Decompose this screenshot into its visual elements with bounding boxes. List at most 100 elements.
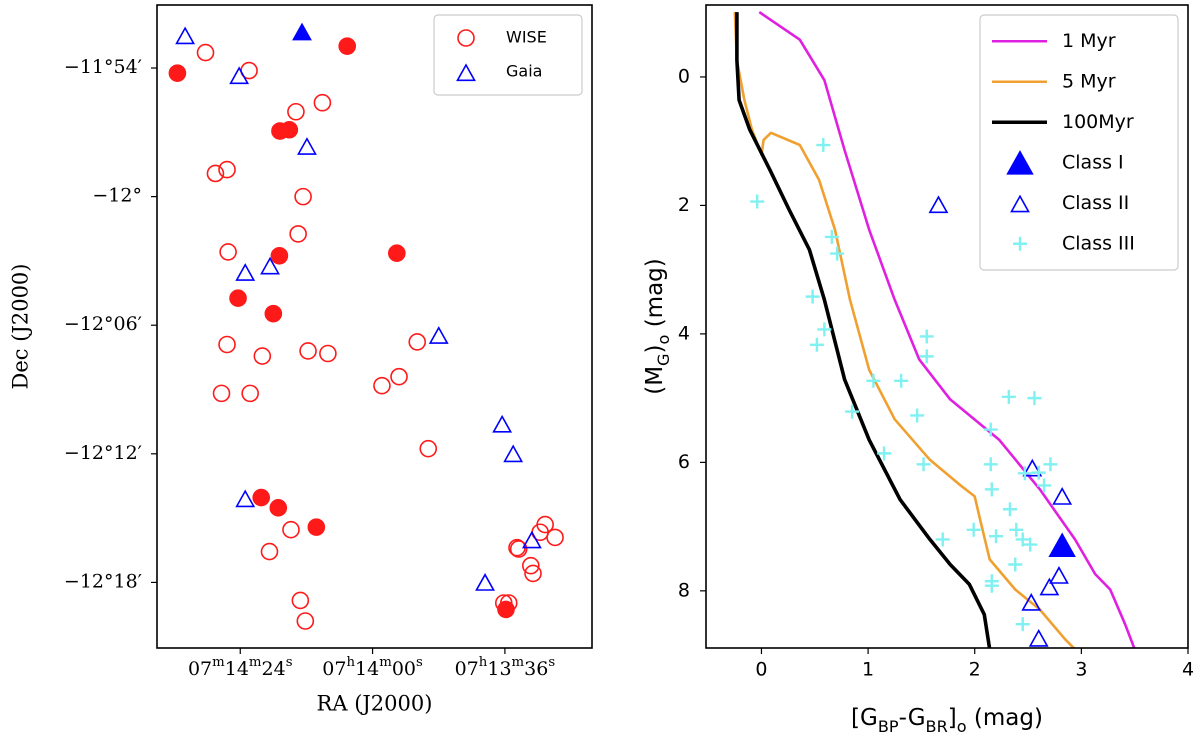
y-axis-label: (MG)o (mag) <box>642 258 674 395</box>
point <box>750 194 765 209</box>
point <box>935 532 950 547</box>
legend-swatch <box>456 63 476 82</box>
point <box>503 444 524 463</box>
point <box>509 540 528 558</box>
label-part: o <box>957 717 967 736</box>
legend-swatch <box>1010 194 1030 213</box>
point <box>1037 478 1052 493</box>
point <box>1049 566 1069 584</box>
point <box>989 529 1004 544</box>
legend-box <box>979 14 1179 271</box>
point <box>212 384 231 403</box>
y-tick-label: 0 <box>678 65 690 87</box>
x-tick-label: 2 <box>969 659 981 681</box>
point <box>497 600 515 619</box>
point <box>260 542 279 561</box>
point <box>1017 466 1032 481</box>
y-tick-label: −12° <box>92 185 142 207</box>
point <box>824 229 839 244</box>
x-axis-label: [GBP-GBR]o (mag) <box>851 705 1043 737</box>
plot-frame <box>705 4 1189 649</box>
point <box>1009 522 1024 537</box>
point <box>866 373 881 388</box>
point <box>299 342 317 360</box>
label-part: (M <box>642 366 668 395</box>
point <box>983 457 998 472</box>
point <box>253 347 272 365</box>
y-tick-label: −12°06′ <box>64 313 142 335</box>
legend-swatch <box>1013 236 1027 251</box>
legend-label: Gaia <box>506 62 542 81</box>
point <box>492 414 513 433</box>
point <box>475 573 495 591</box>
y-tick-label: −11°54′ <box>64 56 142 78</box>
point <box>235 489 256 508</box>
point <box>1039 577 1060 596</box>
legend-label: Class I <box>1062 151 1124 173</box>
point <box>206 164 225 183</box>
point <box>1022 458 1043 477</box>
legend-label: WISE <box>506 28 547 47</box>
point <box>1008 557 1023 572</box>
point <box>196 43 215 62</box>
point <box>280 120 299 139</box>
label-part: -G <box>899 705 926 731</box>
point <box>408 333 427 351</box>
legend: 1 Myr 5 Myr 100Myr Class I Class II Class III <box>979 14 1179 271</box>
legend-label: 1 Myr <box>1062 30 1116 52</box>
legend-swatch <box>1006 150 1034 175</box>
y-tick-label: 2 <box>678 194 690 216</box>
point <box>1001 389 1016 404</box>
y-tick-label: 4 <box>678 322 690 344</box>
point <box>419 439 438 458</box>
point <box>252 488 271 507</box>
y-tick-label: 6 <box>678 451 690 473</box>
point <box>292 22 312 41</box>
point <box>338 37 357 55</box>
label-part: [G <box>851 705 878 731</box>
point <box>218 335 236 354</box>
point <box>307 518 326 536</box>
point <box>916 457 931 472</box>
legend-label: Class III <box>1062 232 1135 254</box>
point <box>522 556 540 575</box>
point <box>1015 532 1030 547</box>
label-part: ) <box>642 344 668 353</box>
point <box>235 263 256 281</box>
point <box>388 244 406 262</box>
plot-frame <box>156 4 593 649</box>
legend: WISE Gaia <box>433 14 583 96</box>
isochrone-line <box>758 11 1136 648</box>
point <box>805 289 820 304</box>
point <box>1023 537 1038 552</box>
x-axis-label: RA (J2000) <box>317 692 433 716</box>
x-tick-label: 07h14m00s <box>322 655 423 680</box>
point <box>269 499 288 517</box>
point <box>983 422 998 437</box>
point <box>313 93 332 112</box>
x-tick-label: 3 <box>1075 659 1087 681</box>
legend-label: 100Myr <box>1062 111 1134 133</box>
point <box>260 256 280 275</box>
x-tick-label: 1 <box>862 659 874 681</box>
label-part: G <box>654 353 673 365</box>
x-tick-label: 07h13m36s <box>455 655 556 680</box>
point <box>524 564 542 583</box>
point <box>1021 593 1042 611</box>
point <box>168 64 187 82</box>
point <box>282 520 300 539</box>
point <box>1048 532 1076 558</box>
y-tick-label: 8 <box>678 579 690 601</box>
point <box>817 322 832 337</box>
point <box>1031 465 1046 480</box>
point <box>877 446 892 461</box>
point <box>984 482 999 497</box>
point <box>296 612 315 630</box>
point <box>984 578 999 593</box>
label-part: ] <box>948 705 957 731</box>
y-axis-label: Dec (J2000) <box>9 264 33 390</box>
point <box>1027 391 1042 406</box>
x-tick-label: 07m14m24s <box>188 655 293 680</box>
